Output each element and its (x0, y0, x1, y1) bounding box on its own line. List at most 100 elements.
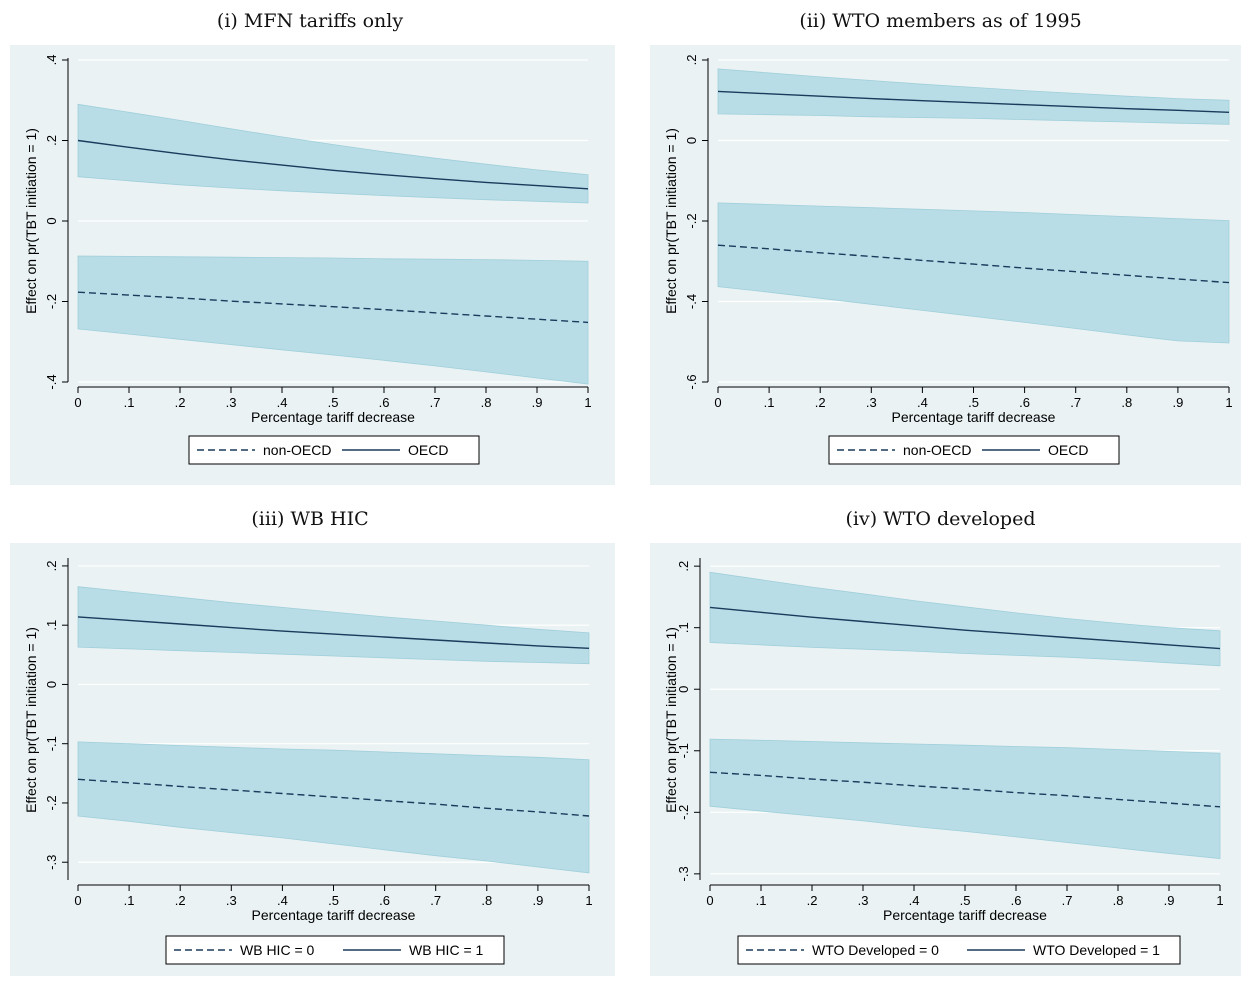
y-tick-label: .1 (44, 620, 59, 631)
y-axis-title: Effect on pr(TBT initiation = 1) (663, 128, 679, 314)
y-tick-label: 0 (676, 686, 691, 693)
x-tick-label: .5 (328, 395, 339, 410)
confidence-band-0 (709, 738, 1221, 859)
x-tick-label: .6 (379, 395, 390, 410)
legend-box (188, 435, 480, 465)
x-tick-label: .5 (960, 893, 971, 908)
x-tick-label: .6 (379, 893, 390, 908)
legend-box (828, 435, 1120, 465)
confidence-band-0 (77, 741, 590, 874)
series-line-0 (77, 291, 589, 324)
x-tick-label: .9 (532, 893, 543, 908)
chart-title: (i) MFN tariffs only (216, 10, 404, 32)
x-tick-label: .4 (277, 395, 288, 410)
legend-label-0: WTO Developed = 0 (812, 942, 939, 958)
chart-svg: -.4 -.2 0 .2 .4 0 .1 .2 .3 .4 .5 .6 .7 .8 .9 1 Percentag… (10, 45, 615, 485)
x-tick-label: .8 (1121, 395, 1132, 410)
confidence-band-1 (77, 586, 590, 665)
y-tick-label: .1 (676, 622, 691, 633)
x-tick-label: .1 (124, 395, 135, 410)
x-tick-label: .2 (175, 395, 186, 410)
y-tick-label: .2 (44, 561, 59, 572)
x-tick-label: .4 (277, 893, 288, 908)
y-tick-label: .2 (676, 561, 691, 572)
x-tick-label: .7 (430, 395, 441, 410)
x-tick-label: .7 (1070, 395, 1081, 410)
series-line-1 (77, 139, 589, 190)
y-axis-title: Effect on pr(TBT initiation = 1) (23, 627, 39, 813)
x-tick-label: .9 (1164, 893, 1175, 908)
y-tick-label: -.2 (44, 795, 59, 810)
legend-label-1: WB HIC = 1 (409, 942, 484, 958)
y-tick-label: -.3 (676, 866, 691, 881)
x-tick-label: .7 (430, 893, 441, 908)
chart-panel-2: (ii) WTO members as of 1995 -.6 -.4 -.2 0 .2… (640, 0, 1241, 490)
x-tick-label: .1 (756, 893, 767, 908)
chart-title: (iii) WB HIC (251, 508, 369, 530)
x-tick-label: 0 (74, 395, 81, 410)
y-tick-label: -.6 (684, 374, 699, 389)
chart-title: (ii) WTO members as of 1995 (799, 10, 1082, 32)
y-tick-label: .2 (684, 55, 699, 66)
x-tick-label: .1 (764, 395, 775, 410)
x-tick-label: 1 (1216, 893, 1223, 908)
chart-svg: -.6 -.4 -.2 0 .2 0 .1 .2 .3 .4 .5 .6 .7 .8 .9 1 Percenta… (650, 45, 1241, 485)
x-tick-label: .5 (968, 395, 979, 410)
x-tick-label: .6 (1019, 395, 1030, 410)
confidence-band-1 (717, 68, 1230, 125)
chart-panel-4: (iv) WTO developed -.3 -.2 -.1 0 .1 .2 0 .1 .2 .3… (640, 498, 1241, 981)
y-tick-label: 0 (44, 217, 59, 224)
x-axis-title: Percentage tariff decrease (883, 907, 1047, 923)
confidence-band-1 (709, 571, 1221, 667)
legend-label-0: WB HIC = 0 (240, 942, 315, 958)
y-tick-label: -.1 (676, 743, 691, 758)
x-tick-label: 1 (585, 893, 592, 908)
y-tick-label: -.4 (44, 374, 59, 389)
x-tick-label: 0 (74, 893, 81, 908)
series-line-0 (77, 778, 590, 817)
confidence-band-0 (717, 202, 1230, 344)
x-tick-label: .3 (866, 395, 877, 410)
series-line-0 (709, 771, 1221, 808)
y-tick-label: -.4 (684, 294, 699, 309)
chart-panel-3: (iii) WB HIC -.3 -.2 -.1 0 .1 .2 0 .1 .2 .3 .4 .5 .6… (0, 498, 620, 981)
x-tick-label: .8 (1113, 893, 1124, 908)
confidence-band-1 (77, 103, 589, 204)
legend-label-1: OECD (408, 442, 448, 458)
x-tick-label: .2 (175, 893, 186, 908)
x-tick-label: .5 (328, 893, 339, 908)
x-tick-label: .3 (858, 893, 869, 908)
x-tick-label: 0 (714, 395, 721, 410)
x-tick-label: .6 (1011, 893, 1022, 908)
y-tick-label: 0 (684, 137, 699, 144)
y-tick-label: -.2 (44, 294, 59, 309)
chart-svg: -.3 -.2 -.1 0 .1 .2 0 .1 .2 .3 .4 .5 .6 .7 .8 .9 1 Percen… (10, 543, 615, 976)
chart-svg: -.3 -.2 -.1 0 .1 .2 0 .1 .2 .3 .4 .5 .6 .7 .8 .9 1 Percen… (650, 543, 1241, 976)
y-tick-label: 0 (44, 681, 59, 688)
x-axis-title: Percentage tariff decrease (892, 409, 1056, 425)
y-tick-label: -.3 (44, 855, 59, 870)
series-line-1 (717, 90, 1230, 113)
x-tick-label: .3 (226, 395, 237, 410)
y-axis-title: Effect on pr(TBT initiation = 1) (23, 128, 39, 314)
x-tick-label: .4 (917, 395, 928, 410)
y-tick-label: -.2 (684, 213, 699, 228)
chart-panel-1: (i) MFN tariffs only -.4 -.2 0 .2 .4 0 .1 .2 .3.… (0, 0, 620, 490)
series-line-1 (77, 616, 590, 649)
x-tick-label: 1 (584, 395, 591, 410)
confidence-band-0 (77, 255, 589, 385)
x-tick-label: .9 (1172, 395, 1183, 410)
x-axis-title: Percentage tariff decrease (251, 409, 415, 425)
y-axis-title: Effect on pr(TBT initiation = 1) (663, 627, 679, 813)
legend-label-0: non-OECD (903, 442, 971, 458)
x-tick-label: 0 (706, 893, 713, 908)
x-tick-label: .8 (481, 395, 492, 410)
y-tick-label: -.1 (44, 736, 59, 751)
x-tick-label: .4 (909, 893, 920, 908)
x-tick-label: .3 (226, 893, 237, 908)
series-line-0 (717, 244, 1230, 284)
x-tick-label: .7 (1062, 893, 1073, 908)
legend-label-1: WTO Developed = 1 (1033, 942, 1160, 958)
x-tick-label: .2 (815, 395, 826, 410)
x-axis-title: Percentage tariff decrease (252, 907, 416, 923)
